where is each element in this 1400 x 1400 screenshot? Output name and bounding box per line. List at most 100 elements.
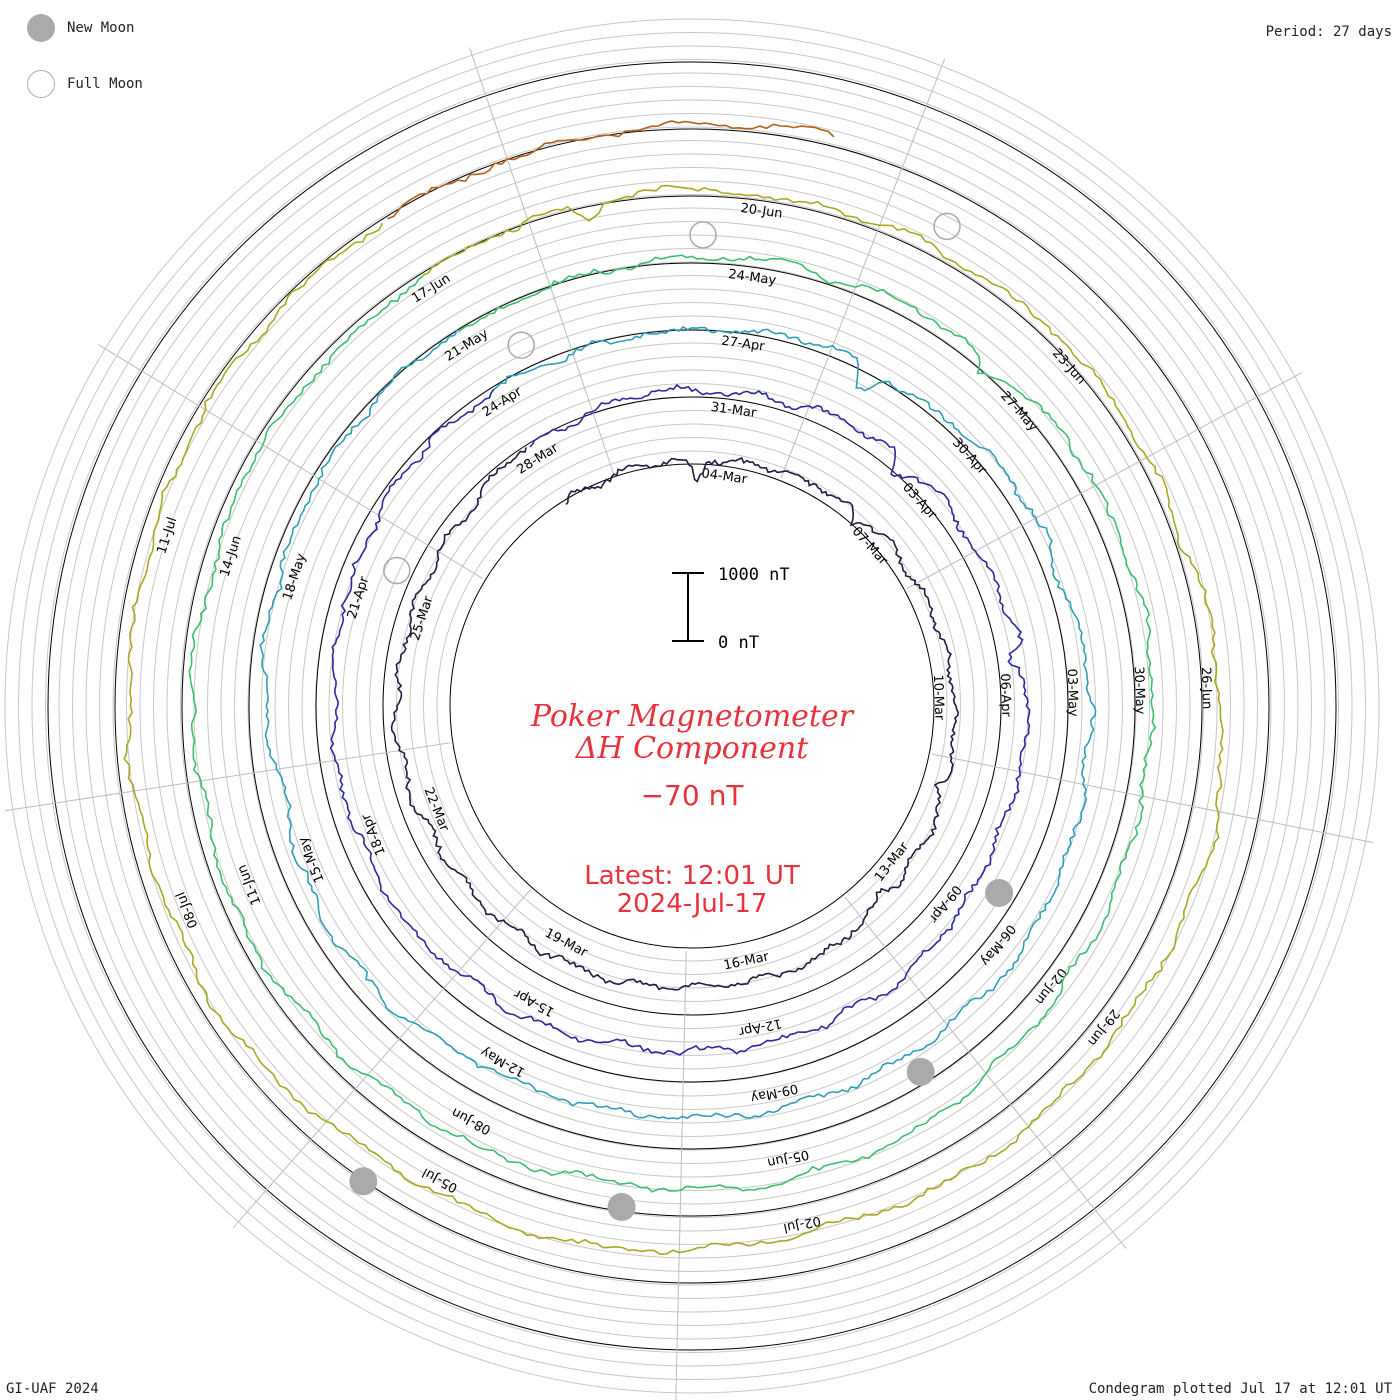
reference-circles — [47, 61, 1337, 1351]
date-label: 04-Mar — [700, 466, 748, 487]
series-line — [387, 120, 835, 220]
date-label: 12-Apr — [737, 1015, 783, 1039]
date-label: 03-May — [1064, 668, 1081, 717]
reference-circle — [315, 329, 1069, 1083]
scale-bar: 1000 nT 0 nT — [672, 565, 790, 653]
grid-circle — [261, 275, 1123, 1137]
date-label: 31-Mar — [710, 400, 758, 421]
series-line — [123, 184, 1224, 1256]
date-label: 26-Jun — [1198, 667, 1214, 710]
grid-circle — [18, 32, 1366, 1380]
new-moon-marker — [349, 1167, 378, 1196]
grid-circle — [207, 221, 1177, 1191]
radial-spokes — [4, 47, 1374, 1400]
full-moon-icon — [27, 70, 55, 98]
full-moon-marker — [383, 556, 411, 585]
series-line — [259, 325, 1097, 1120]
grid-circle — [328, 342, 1056, 1070]
grid-circle — [180, 194, 1204, 1218]
date-label: 24-May — [727, 267, 777, 289]
grid-circle — [166, 180, 1218, 1232]
radial-spoke — [232, 889, 531, 1229]
date-label: 28-Mar — [514, 440, 561, 477]
grid-circle — [220, 234, 1164, 1178]
reference-circle — [181, 195, 1203, 1217]
period-label: Period: 27 days — [1265, 24, 1392, 40]
full-moon-marker — [689, 221, 717, 249]
date-label: 08-Jun — [449, 1104, 493, 1137]
grid-circle — [4, 18, 1380, 1394]
current-value: −70 nT — [641, 779, 745, 812]
date-label: 02-Jul — [782, 1212, 822, 1235]
grid-circle — [288, 302, 1096, 1110]
grid-circle — [234, 248, 1150, 1164]
date-label: 20-Jun — [740, 201, 784, 222]
date-label: 22-Mar — [420, 785, 451, 834]
grid-circle — [247, 261, 1137, 1151]
new-moon-icon — [27, 14, 55, 42]
date-label: 18-May — [280, 552, 309, 603]
radial-spoke — [98, 344, 483, 580]
date-label: 15-Apr — [511, 985, 557, 1019]
latest-date: 2024-Jul-17 — [617, 889, 768, 919]
legend-new-moon: New Moon — [27, 14, 134, 42]
date-label: 18-Apr — [359, 811, 389, 858]
series-line — [329, 383, 1031, 1056]
new-moon-marker — [985, 879, 1014, 907]
radial-spoke — [675, 950, 687, 1400]
reference-circle — [382, 396, 1002, 1016]
chart-subtitle: ΔH Component — [575, 731, 809, 766]
grid-circle — [342, 356, 1042, 1056]
date-label: 30-May — [1131, 666, 1148, 715]
reference-circle — [114, 128, 1270, 1284]
center-text: Poker Magnetometer ΔH Component −70 nT L… — [530, 699, 855, 919]
grid-circle — [58, 72, 1326, 1340]
date-label: 05-Jul — [420, 1164, 460, 1195]
plotted-label: Condegram plotted Jul 17 at 12:01 UT — [1088, 1381, 1392, 1397]
date-label: 13-Mar — [872, 839, 912, 885]
date-label: 05-Jun — [766, 1146, 810, 1169]
radial-spoke — [932, 753, 1374, 844]
credit-label: GI-UAF 2024 — [6, 1381, 99, 1397]
grid-circle — [112, 126, 1272, 1286]
date-label: 12-May — [478, 1043, 528, 1079]
grid-circle — [126, 140, 1258, 1272]
date-label: 21-May — [442, 326, 491, 364]
grid-circle — [45, 59, 1339, 1353]
grid-circle — [193, 207, 1191, 1205]
grid-circle — [436, 450, 948, 962]
legend-new-moon-label: New Moon — [67, 20, 135, 36]
date-label: 10-Mar — [930, 674, 947, 721]
latest-time: Latest: 12:01 UT — [584, 861, 800, 891]
reference-circle — [47, 61, 1337, 1351]
new-moon-marker — [906, 1057, 935, 1086]
date-label: 15-May — [296, 834, 328, 885]
reference-circle — [449, 463, 935, 949]
legend-full-moon: Full Moon — [27, 70, 143, 98]
date-label: 06-Apr — [997, 673, 1014, 718]
grid-circle — [369, 383, 1015, 1029]
grid-circle — [423, 437, 961, 975]
moon-phase-markers — [349, 212, 1014, 1221]
date-label: 27-May — [997, 389, 1041, 435]
data-series — [123, 120, 1224, 1256]
date-label: 07-Mar — [849, 524, 891, 569]
series-line — [390, 447, 959, 991]
grid-circle — [99, 113, 1285, 1299]
grid-circle — [301, 315, 1083, 1097]
date-label: 09-Apr — [925, 882, 964, 926]
grid-circle — [355, 369, 1029, 1043]
grid-circle — [274, 288, 1110, 1124]
radial-spoke — [469, 47, 615, 475]
radial-spoke — [780, 58, 946, 478]
date-label: 23-Jun — [1049, 346, 1088, 387]
legend-full-moon-label: Full Moon — [67, 76, 143, 92]
chart-title: Poker Magnetometer — [530, 699, 855, 734]
grid-circle — [153, 167, 1231, 1245]
grid-circle — [409, 423, 975, 989]
full-moon-marker — [507, 331, 535, 359]
radial-spoke — [906, 372, 1303, 589]
radial-spoke — [4, 742, 450, 812]
date-label: 27-Apr — [720, 334, 766, 355]
